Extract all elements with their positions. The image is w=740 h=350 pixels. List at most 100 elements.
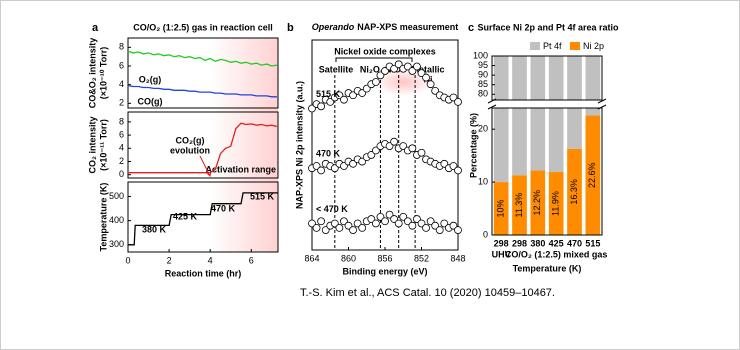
chart-title: CO/O₂ (1:2.5) gas in reaction cell	[133, 22, 273, 32]
plot-frame	[127, 111, 279, 179]
x-tick-label: 2	[167, 255, 172, 265]
series-label: < 470 K	[316, 204, 348, 214]
data-point	[390, 137, 399, 146]
axis-break	[597, 98, 607, 110]
axis-break	[487, 98, 497, 110]
title-italic: Operando	[312, 22, 355, 32]
bar	[567, 108, 582, 149]
bar	[585, 108, 601, 116]
series-label: CO(g)	[138, 96, 163, 106]
annotation: Nickel oxide complexes	[334, 46, 436, 56]
y-axis-label: (×10⁻¹⁰ Torr)	[98, 47, 108, 99]
bar	[493, 56, 509, 100]
data-line	[128, 122, 278, 174]
series-label: 470 K	[316, 149, 341, 159]
data-line	[128, 192, 278, 246]
x-tick-label: 860	[341, 253, 356, 263]
y-tick-label: 2	[119, 156, 124, 166]
y-tick-label: 85	[478, 79, 488, 89]
y-tick-label: 6	[119, 60, 124, 70]
annotation: Metallic	[411, 64, 444, 74]
data-point	[371, 219, 380, 228]
y-tick-label: 10	[478, 176, 488, 186]
y-tick-label: 8	[119, 42, 124, 52]
value-label: 16.3%	[569, 179, 579, 205]
y-axis-label: Percentage (%)	[468, 113, 478, 178]
data-point	[454, 226, 462, 235]
plot-frame	[491, 55, 603, 101]
x-tick-label: 298	[494, 238, 509, 248]
x-axis-label: Binding energy (eV)	[342, 266, 427, 276]
plot-frame	[491, 107, 603, 236]
x-tick-label: 515	[585, 238, 600, 248]
title-text: NAP-XPS measurement	[357, 22, 458, 32]
data-point	[317, 217, 326, 226]
activation-shade	[210, 38, 278, 252]
bracket	[335, 57, 413, 62]
x-tick-label: 380	[530, 238, 545, 248]
y-tick-label: 0	[483, 229, 488, 239]
bar	[512, 56, 527, 100]
data-point	[408, 144, 417, 153]
x-tick-label: 6	[249, 255, 254, 265]
legend-label: Pt 4f	[543, 41, 562, 51]
series-label: O₂(g)	[139, 74, 162, 84]
bar	[548, 108, 564, 173]
y-tick-label: 400	[109, 215, 124, 225]
y-tick-label: 6	[119, 129, 124, 139]
y-tick-label: 8	[119, 116, 124, 126]
y-tick-label: 20	[478, 124, 488, 134]
legend-swatch	[570, 42, 580, 50]
value-label: 11.3%	[514, 193, 524, 218]
data-point	[317, 166, 326, 175]
x-tick-label: 856	[377, 253, 392, 263]
data-point	[426, 80, 435, 89]
bar	[548, 56, 564, 100]
annotation: Activation range	[205, 164, 276, 174]
bar	[585, 115, 601, 235]
series-label: 515 K	[316, 89, 341, 99]
bar	[530, 108, 546, 171]
panel-label: a	[92, 22, 99, 34]
y-axis-label: Temperature (K)	[98, 183, 108, 252]
x-tick-label: 298	[512, 238, 527, 248]
data-point	[435, 226, 444, 235]
bar	[530, 170, 546, 235]
x-tick-label: 425	[549, 238, 564, 248]
data-point	[408, 221, 417, 230]
y-tick-label: 2	[119, 98, 124, 108]
x-tick-label: 852	[414, 253, 429, 263]
data-point	[413, 62, 421, 71]
legend-swatch	[530, 42, 540, 50]
annotation: Ni₂O₃	[360, 64, 384, 74]
annotation: Satellite	[319, 64, 354, 74]
bar	[585, 56, 601, 100]
y-tick-label: 0	[119, 169, 124, 179]
data-point	[358, 223, 367, 232]
series-label: CO₂(g)	[176, 135, 205, 145]
data-line	[127, 84, 277, 98]
bar	[493, 182, 509, 235]
y-tick-label: 300	[109, 239, 124, 249]
annotation: evolution	[170, 145, 210, 155]
value-label: 10%	[496, 200, 506, 218]
x-tick-label: 4	[208, 255, 213, 265]
arrow	[199, 155, 212, 178]
bar	[512, 108, 527, 176]
x-tick-label: 864	[304, 253, 319, 263]
group-label: UHV	[492, 249, 511, 259]
data-point	[312, 223, 321, 232]
data-point	[381, 217, 389, 226]
y-tick-label: 100	[473, 50, 488, 60]
bar	[493, 108, 509, 183]
data-point	[349, 226, 357, 235]
x-tick-label: 470	[567, 238, 582, 248]
panel-label: b	[287, 22, 294, 34]
data-point	[394, 219, 403, 228]
y-tick-label: 90	[478, 70, 488, 80]
legend-label: Ni 2p	[583, 41, 604, 51]
citation: T.-S. Kim et al., ACS Catal. 10 (2020) 1…	[300, 287, 555, 299]
y-axis-label: NAP-XPS Ni 2p intensity (a.u.)	[294, 81, 304, 209]
